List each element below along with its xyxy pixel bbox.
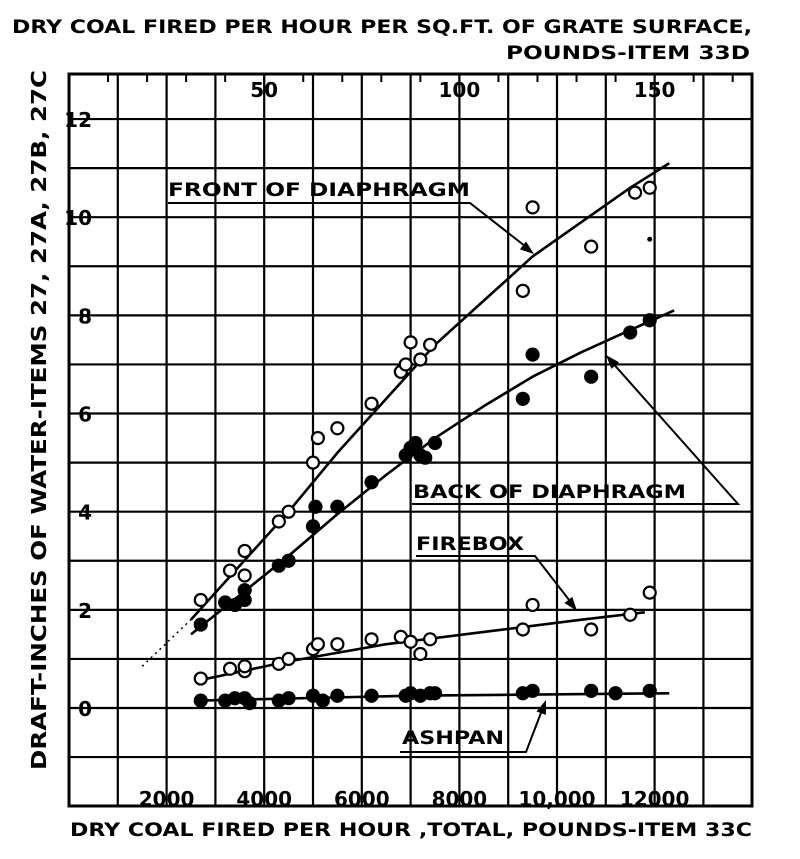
x-tick-label: 2000 xyxy=(139,787,195,811)
data-point-open xyxy=(525,200,540,215)
data-point-filled xyxy=(584,683,599,698)
data-point-open xyxy=(642,180,657,195)
y-tick-label: 2 xyxy=(78,599,92,623)
data-point-filled xyxy=(237,583,252,598)
data-point-filled xyxy=(623,325,638,340)
annotation-firebox: FIREBOX xyxy=(416,533,524,555)
y-tick-label: 8 xyxy=(78,304,92,328)
data-point-open xyxy=(515,283,530,298)
data-point-open xyxy=(413,352,428,367)
top-tick-label: 100 xyxy=(439,78,481,102)
data-point-open xyxy=(222,563,238,578)
annotation-ashpan: ASHPAN xyxy=(402,727,504,749)
data-point-open xyxy=(237,568,252,583)
data-point-open xyxy=(271,514,286,529)
data-points xyxy=(193,180,657,711)
data-point-filled xyxy=(608,686,623,701)
data-point-open xyxy=(627,185,643,200)
data-point-filled xyxy=(364,688,379,703)
y-tick-label: 10 xyxy=(64,206,92,230)
data-point-open xyxy=(330,421,345,436)
data-point-filled xyxy=(242,695,257,711)
data-point-open xyxy=(584,239,599,254)
data-point-filled xyxy=(364,475,379,490)
data-point-filled xyxy=(315,693,330,708)
data-point-open xyxy=(423,337,438,352)
leader-ashpan xyxy=(400,704,545,753)
data-point-open xyxy=(364,396,379,411)
data-point-filled xyxy=(515,391,530,406)
data-point-open xyxy=(403,634,418,649)
data-point-open xyxy=(642,585,657,600)
data-point-open xyxy=(584,622,599,637)
data-point-open xyxy=(281,651,296,667)
arrow-front xyxy=(519,241,534,254)
top-axis-title-line2: POUNDS-ITEM 33D xyxy=(506,42,750,64)
leader-back xyxy=(412,359,741,505)
data-point-open xyxy=(237,543,252,559)
data-point-open xyxy=(237,659,252,674)
data-point-filled xyxy=(418,450,433,465)
data-point-filled xyxy=(525,347,540,362)
tick-labels: 2000 4000 6000 8000 10,000 12000 0 2 4 6 8 10 12 50 10… xyxy=(64,78,689,811)
y-axis-label: DRAFT-INCHES OF WATER-ITEMS 27, 27A, 27B… xyxy=(27,70,51,770)
x-axis-label: DRY COAL FIRED PER HOUR ,TOTAL, POUNDS-I… xyxy=(70,819,752,841)
data-point-filled xyxy=(427,435,443,451)
data-point-open xyxy=(423,632,438,647)
data-point-filled xyxy=(193,693,208,708)
y-tick-label: 0 xyxy=(78,697,92,721)
annotation-back-of-diaphragm: BACK OF DIAPHRAGM xyxy=(413,481,686,503)
data-point-open xyxy=(403,335,418,350)
annotations: FRONT OF DIAPHRAGM BACK OF DIAPHRAGM FIREB… xyxy=(168,179,741,753)
data-point-filled xyxy=(308,499,323,514)
x-tick-label: 4000 xyxy=(236,787,292,811)
data-point-open xyxy=(193,592,208,608)
leader-front xyxy=(168,202,531,251)
data-point-open xyxy=(310,637,325,652)
data-point-filled xyxy=(525,683,540,698)
data-point-open xyxy=(623,607,638,622)
data-point-open xyxy=(330,637,345,652)
x-tick-label: 10,000 xyxy=(518,787,595,811)
data-point-filled xyxy=(642,313,657,328)
data-point-filled xyxy=(642,683,657,698)
data-point-open xyxy=(364,632,379,647)
arrow-ashpan xyxy=(536,700,546,715)
arrow-firebox xyxy=(564,596,577,611)
data-point-open xyxy=(413,646,428,662)
stray-mark xyxy=(647,236,653,242)
top-axis-title-line1: DRY COAL FIRED PER HOUR PER SQ.FT. OF GR… xyxy=(12,16,752,38)
leader-firebox xyxy=(416,555,574,606)
data-point-filled xyxy=(330,499,345,514)
x-tick-label: 6000 xyxy=(334,787,390,811)
y-tick-label: 4 xyxy=(78,501,92,525)
top-tick-label: 50 xyxy=(250,78,278,102)
x-tick-label: 8000 xyxy=(432,787,488,811)
data-point-open xyxy=(222,661,238,676)
data-point-filled xyxy=(408,435,423,451)
y-tick-label: 12 xyxy=(64,108,92,132)
data-point-open xyxy=(515,622,530,637)
data-point-open xyxy=(398,357,413,372)
top-tick-label: 150 xyxy=(634,78,676,102)
data-point-filled xyxy=(305,519,321,534)
data-point-filled xyxy=(584,369,599,384)
data-point-open xyxy=(310,430,325,446)
data-point-filled xyxy=(427,686,443,701)
x-tick-label: 12000 xyxy=(620,787,690,811)
arrow-back xyxy=(606,355,619,369)
data-point-filled xyxy=(193,617,208,632)
data-point-filled xyxy=(281,553,296,568)
y-tick-label: 6 xyxy=(78,403,92,427)
data-point-open xyxy=(281,504,296,519)
data-point-open xyxy=(193,671,208,686)
data-point-open xyxy=(525,597,540,613)
data-point-open xyxy=(305,455,321,470)
data-point-filled xyxy=(281,691,296,706)
data-point-filled xyxy=(330,688,345,703)
annotation-front-of-diaphragm: FRONT OF DIAPHRAGM xyxy=(168,179,470,201)
